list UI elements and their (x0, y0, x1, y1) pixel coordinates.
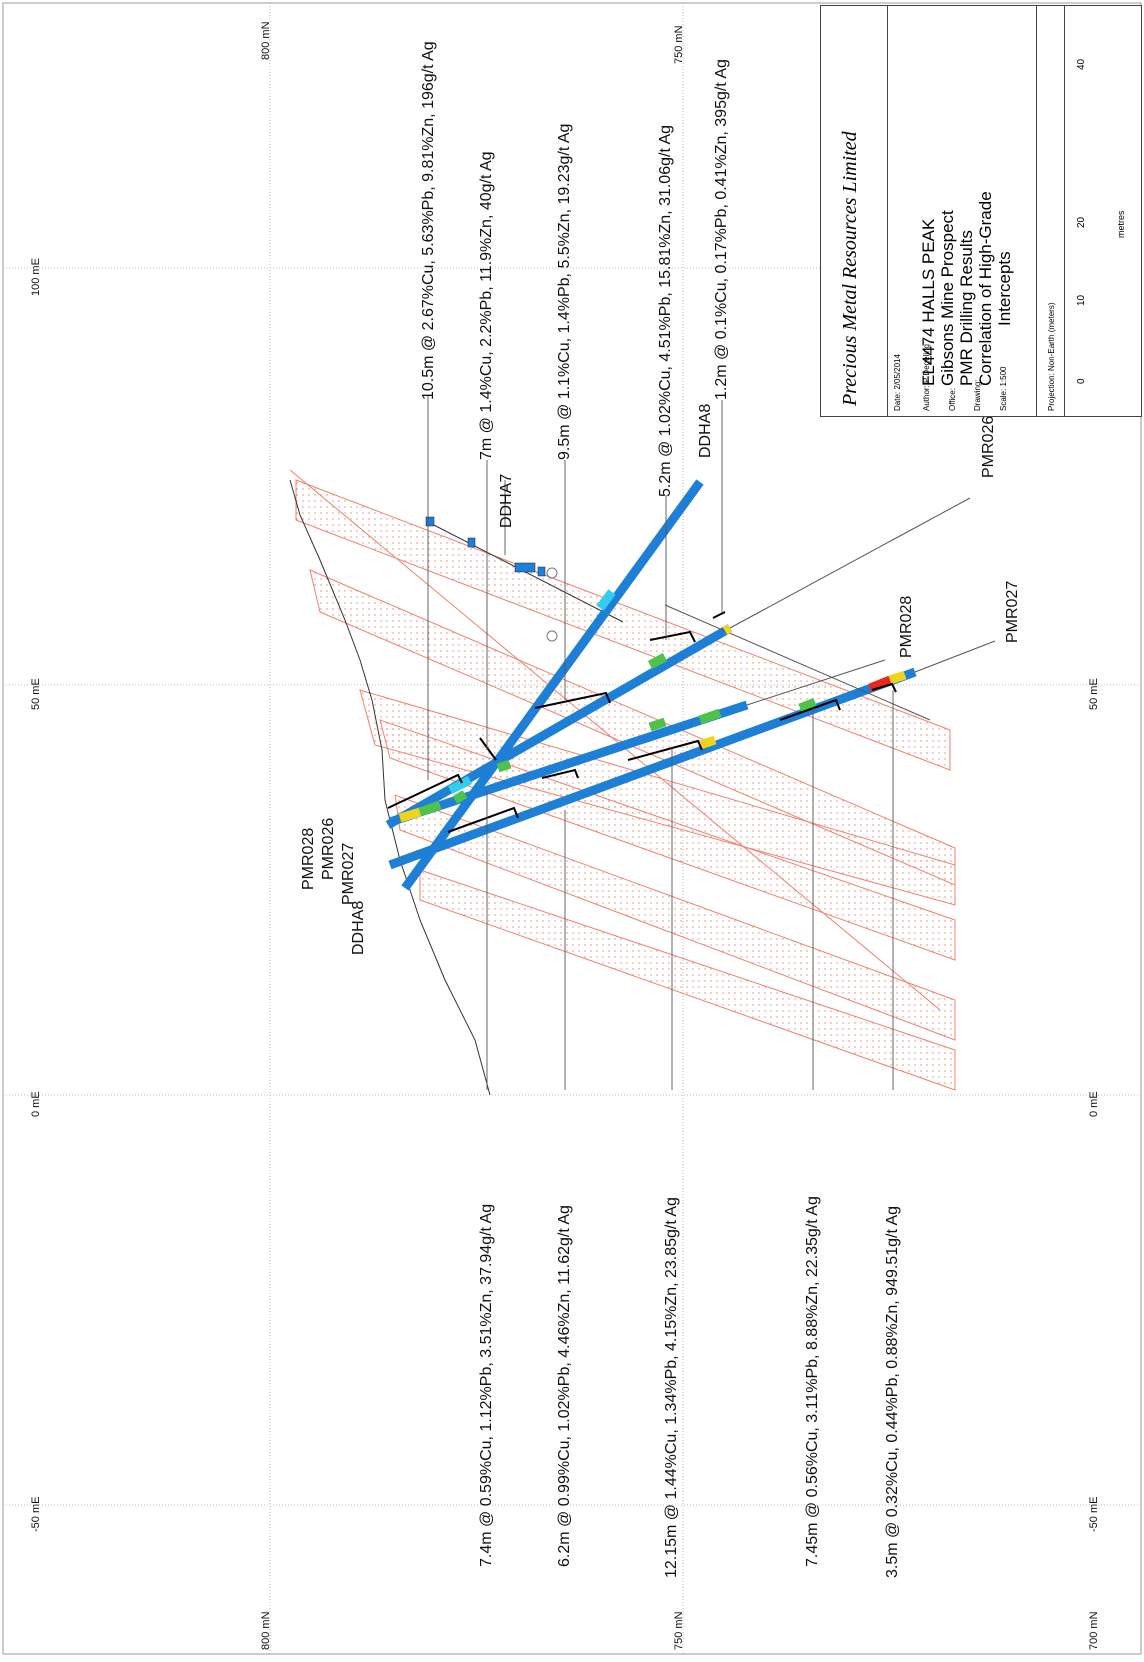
projection-field: Projection: Non-Earth (meters) (1047, 302, 1056, 411)
scale-tick-40: 40 (1076, 58, 1087, 70)
intercept-label-top-1: 10.5m @ 2.67%Cu, 5.63%Pb, 9.81%Zn, 196g/… (420, 41, 437, 400)
office-field: Office: (948, 388, 957, 411)
grid-label-right-50mE: 50 mE (1088, 678, 1100, 710)
hole-label-pmr028-end: PMR028 (898, 595, 915, 658)
title-line-2: Gibsons Mine Prospect (938, 210, 957, 386)
grid-label-neg50mE: -50 mE (30, 1496, 42, 1532)
hole-label-pmr026-collar: PMR026 (320, 817, 337, 880)
topography-line (289, 479, 491, 1096)
intercept-label-bottom-5: 3.5m @ 0.32%Cu, 0.44%Pb, 0.88%Zn, 949.51… (884, 1205, 901, 1578)
hole-label-pmr026-end: PMR026 (980, 415, 997, 478)
title-line-3: PMR Drilling Results (957, 230, 976, 386)
ddha8-trace (401, 479, 704, 891)
intercept-label-bottom-4: 7.45m @ 0.56%Cu, 3.11%Pb, 8.88%Zn, 22.35… (804, 1196, 821, 1567)
hole-label-ddha7: DDHA7 (498, 473, 515, 528)
intercept-label-bottom-1: 7.4m @ 0.59%Cu, 1.12%Pb, 3.51%Zn, 37.94g… (478, 1203, 495, 1567)
scale-tick-10: 10 (1076, 294, 1087, 306)
scale-field: Scale: 1:500 (999, 366, 1008, 411)
intercept-label-bottom-3: 12.15m @ 1.44%Cu, 1.34%Pb, 4.15%Zn, 23.8… (663, 1197, 680, 1578)
drawing-field: Drawing: (973, 379, 982, 411)
scale-tick-20: 20 (1076, 216, 1087, 228)
ore-lens-1 (295, 479, 951, 771)
title-line-4: Correlation of High-Grade (976, 191, 995, 386)
grid-label-top-750mN: 750 mN (673, 25, 685, 64)
title-line-5: Intercepts (995, 251, 1014, 326)
author-field: Author: P Degeling (922, 343, 931, 411)
grid-label-bottom-700mN: 700 mN (1088, 1611, 1100, 1650)
hole-label-pmr028-collar: PMR028 (300, 827, 317, 890)
hole-label-ddha8-top: DDHA8 (697, 403, 714, 458)
grid-label-bottom-800mN: 800 mN (260, 1611, 272, 1650)
grid-label-50mE: 50 mE (30, 678, 42, 710)
grid-label-top-800mN: 800 mN (260, 21, 272, 60)
title-block: Precious Metal Resources Limited EL4474 … (820, 5, 1142, 417)
scale-unit: metres (1116, 210, 1126, 238)
ore-lens-6 (419, 869, 956, 1091)
pmr027-trace (388, 667, 917, 870)
intercept-label-top-4: 5.2m @ 1.02%Cu, 4.51%Pb, 15.81%Zn, 31.06… (657, 124, 674, 497)
intercept-label-top-3: 9.5m @ 1.1%Cu, 1.4%Pb, 5.5%Zn, 19.23g/t … (556, 123, 573, 460)
intercept-label-bottom-2: 6.2m @ 0.99%Cu, 1.02%Pb, 4.46%Zn, 11.62g… (556, 1205, 573, 1567)
scale-tick-0: 0 (1076, 378, 1087, 384)
ore-lens-edge (289, 469, 941, 1011)
pmr028-trace (388, 700, 749, 827)
grid-label-0mE: 0 mE (30, 1091, 42, 1117)
pmr026-trace (385, 624, 733, 829)
hole-label-pmr027-end: PMR027 (1004, 580, 1021, 643)
hole-label-ddha8-collar: DDHA8 (350, 900, 367, 955)
company-name: Precious Metal Resources Limited (839, 131, 861, 406)
grid-label-bottom-750mN: 750 mN (673, 1611, 685, 1650)
date-field: Date: 2/05/2014 (893, 354, 902, 411)
grid-label-right-0mE: 0 mE (1088, 1091, 1100, 1117)
grid-label-100mE: 100 mE (30, 258, 42, 296)
intercept-brackets (387, 611, 897, 833)
drill-traces (385, 479, 996, 891)
grid-label-right-neg50mE: -50 mE (1088, 1496, 1100, 1532)
intercept-label-top-5: 1.2m @ 0.1%Cu, 0.17%Pb, 0.41%Zn, 395g/t … (713, 59, 730, 400)
ddha7-trace (425, 516, 624, 642)
intercept-label-top-2: 7m @ 1.4%Cu, 2.2%Pb, 11.9%Zn, 40g/t Ag (478, 151, 495, 460)
leader-lines (427, 395, 894, 1090)
hole-label-pmr027-collar: PMR027 (340, 842, 357, 905)
